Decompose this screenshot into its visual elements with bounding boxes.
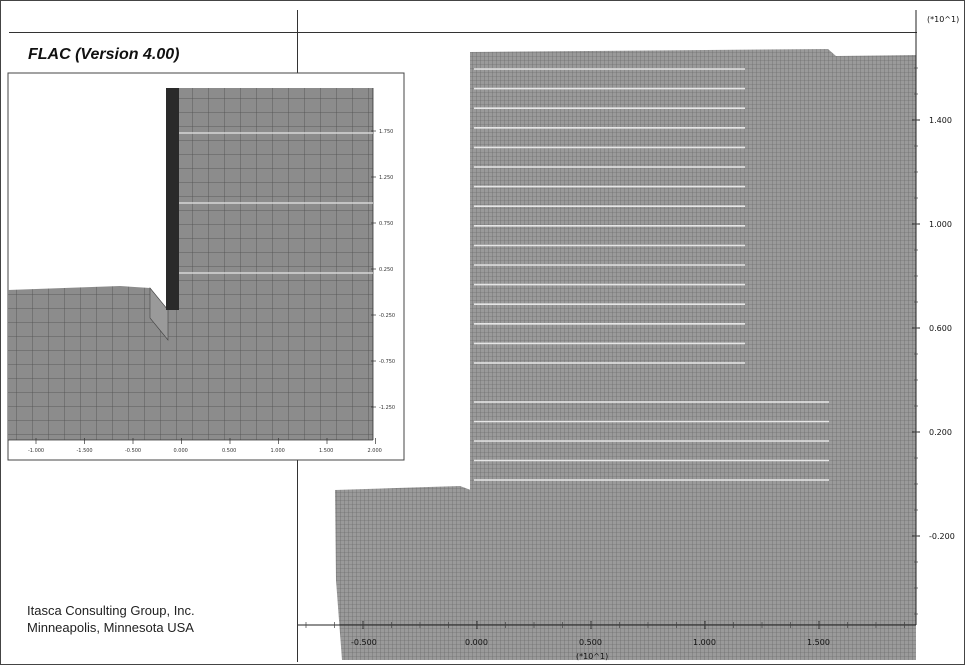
inset-y-tick-label: -0.250 bbox=[379, 313, 395, 319]
main-x-tick-label: -0.500 bbox=[351, 638, 377, 647]
company-block: Itasca Consulting Group, Inc. Minneapoli… bbox=[27, 602, 195, 636]
inset-x-tick-label: 0.000 bbox=[174, 448, 188, 454]
inset-x-tick-label: -1.000 bbox=[28, 448, 44, 454]
inset-y-tick-label: -0.750 bbox=[379, 359, 395, 365]
main-y-tick-label: 0.600 bbox=[929, 324, 952, 333]
main-x-tick-label: 0.500 bbox=[579, 638, 602, 647]
y-multiplier-label: (*10^1) bbox=[927, 15, 959, 24]
inset-panel bbox=[7, 72, 405, 461]
inset-y-tick-group: 1.750 1.250 0.750 0.250 -0.250 -0.750 -1.250 bbox=[371, 129, 395, 411]
page-title: FLAC (Version 4.00) bbox=[28, 46, 180, 63]
main-y-tick-label: 1.000 bbox=[929, 220, 952, 229]
inset-x-tick-label: -1.500 bbox=[77, 448, 93, 454]
inset-x-tick-label: -0.500 bbox=[125, 448, 141, 454]
inset-y-tick-label: 0.250 bbox=[379, 267, 393, 273]
inset-facing-column bbox=[166, 88, 179, 310]
top-divider bbox=[297, 32, 917, 33]
main-x-tick-label: 1.000 bbox=[693, 638, 716, 647]
inset-x-tick-label: 1.000 bbox=[271, 448, 285, 454]
main-y-tick-label: 1.400 bbox=[929, 116, 952, 125]
inset-y-tick-label: 1.750 bbox=[379, 129, 393, 135]
inset-y-tick-label: 0.750 bbox=[379, 221, 393, 227]
inset-foundation-mesh bbox=[8, 286, 168, 440]
main-y-tick-group: 1.400 1.000 0.600 0.200 -0.200 bbox=[912, 67, 955, 615]
main-mesh bbox=[335, 49, 916, 660]
x-multiplier-label: (*10^1) bbox=[576, 652, 608, 661]
main-x-tick-label: 0.000 bbox=[465, 638, 488, 647]
wall-mesh-region bbox=[470, 49, 916, 660]
main-reinforcement-group bbox=[474, 68, 829, 481]
inset-reinforcement-group bbox=[179, 132, 373, 274]
inset-x-tick-label: 2.000 bbox=[368, 448, 382, 454]
main-y-tick-label: 0.200 bbox=[929, 428, 952, 437]
company-name: Itasca Consulting Group, Inc. bbox=[27, 603, 195, 618]
inset-y-tick-label: -1.250 bbox=[379, 405, 395, 411]
foundation-mesh-region bbox=[335, 486, 476, 660]
inset-y-tick-label: 1.250 bbox=[379, 175, 393, 181]
inset-x-tick-label: 1.500 bbox=[319, 448, 333, 454]
inset-x-tick-group: -1.000 -1.500 -0.500 0.000 0.500 1.000 1.500 2.… bbox=[28, 438, 382, 454]
inset-x-tick-label: 0.500 bbox=[222, 448, 236, 454]
company-location: Minneapolis, Minnesota USA bbox=[27, 620, 194, 635]
main-x-tick-group: -0.500 0.000 0.500 1.000 1.500 bbox=[305, 621, 905, 647]
main-y-tick-label: -0.200 bbox=[929, 532, 955, 541]
inset-toe-wedge bbox=[149, 287, 169, 341]
main-x-tick-label: 1.500 bbox=[807, 638, 830, 647]
inset-wall-mesh bbox=[168, 88, 373, 440]
